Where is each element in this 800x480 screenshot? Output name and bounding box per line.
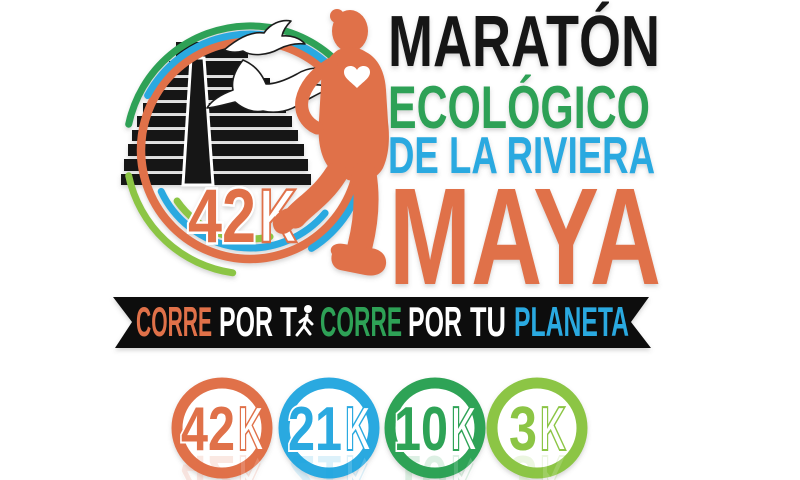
- logo-arc-lightgreen-inner: [173, 197, 274, 243]
- title-line-1: MARATÓN: [388, 1, 660, 82]
- svg-text:3: 3: [509, 442, 537, 480]
- distance-badges: 42 K 42 K 21 K 21 K 10 K 10 K: [171, 377, 588, 480]
- slogan-word-5: POR: [408, 298, 462, 345]
- runner-torso: [318, 47, 389, 182]
- seagull-small: [223, 19, 306, 56]
- runner-icon: [295, 305, 314, 337]
- pyramid-step: [128, 144, 304, 156]
- slogan-word-1: CORRE: [136, 298, 212, 345]
- distance-number: 21: [288, 395, 342, 464]
- logo-badge-number: 42: [188, 174, 256, 259]
- distance-suffix: K: [238, 395, 264, 464]
- title-line-2: ECOLÓGICO: [388, 74, 650, 141]
- pyramid-step: [150, 90, 280, 100]
- event-logo: 42 K: [121, 9, 389, 277]
- slogan-word-4: CORRE: [320, 298, 402, 345]
- runner-arm: [295, 57, 338, 135]
- distance-suffix: K: [540, 395, 566, 464]
- pyramid-step: [121, 174, 311, 185]
- runner-silhouette-icon: [272, 9, 389, 276]
- slogan-banner: CORRE POR T CORRE POR TU PLANETA: [113, 297, 651, 348]
- logo-badge-suffix: K: [259, 174, 297, 259]
- distance-ring: [278, 377, 380, 479]
- title-line-4: MAYA: [389, 160, 661, 314]
- distance-badge-42k: 42 K 42 K: [171, 377, 273, 480]
- distance-number: 3: [509, 395, 537, 464]
- pyramid-staircase: [181, 56, 215, 187]
- pyramid-step: [158, 78, 270, 87]
- distance-ring: [171, 377, 273, 479]
- distance-reflection: 3 K: [509, 441, 567, 480]
- event-title: MARATÓN ECOLÓGICO DE LA RIVIERA MAYA: [388, 1, 661, 314]
- distance-badge-10k: 10 K 10 K: [384, 377, 486, 480]
- distance-badge-21k: 21 K 21 K: [278, 377, 380, 480]
- distance-number: 42: [181, 395, 235, 464]
- logo-arc-lightgreen-outer: [125, 172, 237, 277]
- distance-suffix: K: [451, 395, 477, 464]
- slogan-word-7: PLANETA: [514, 298, 629, 345]
- runner-head: [332, 10, 368, 52]
- mayan-pyramid-icon: [121, 42, 311, 187]
- distance-number: 10: [394, 395, 448, 464]
- slogan-word-3: T: [280, 298, 297, 345]
- runner-front-leg: [347, 161, 379, 259]
- runner-icon-legs: [295, 324, 312, 337]
- banner-ribbon: [113, 297, 651, 348]
- heart-icon: [344, 66, 370, 88]
- logo-distance-badge: 42 K: [186, 172, 299, 262]
- distance-badge-3k: 3 K 3 K: [486, 377, 588, 480]
- distance-ring: [384, 377, 486, 479]
- runner-rear-shoe: [272, 204, 307, 234]
- distance-suffix: K: [345, 395, 371, 464]
- logo-arc-blue-inner: [157, 187, 329, 252]
- pyramid-step: [137, 116, 292, 127]
- slogan-word-6: TU: [470, 298, 506, 345]
- runner-front-shoe: [330, 243, 387, 276]
- pyramid-step: [132, 130, 298, 141]
- runner-icon-arms: [298, 315, 314, 326]
- svg-text:K: K: [540, 442, 566, 480]
- pyramid-step: [143, 103, 286, 113]
- title-line-3: DE LA RIVIERA: [388, 127, 655, 185]
- slogan-word-2: POR: [219, 298, 273, 345]
- runner-icon-head: [304, 305, 312, 313]
- pyramid-step: [124, 159, 308, 171]
- distance-ring: [486, 377, 588, 479]
